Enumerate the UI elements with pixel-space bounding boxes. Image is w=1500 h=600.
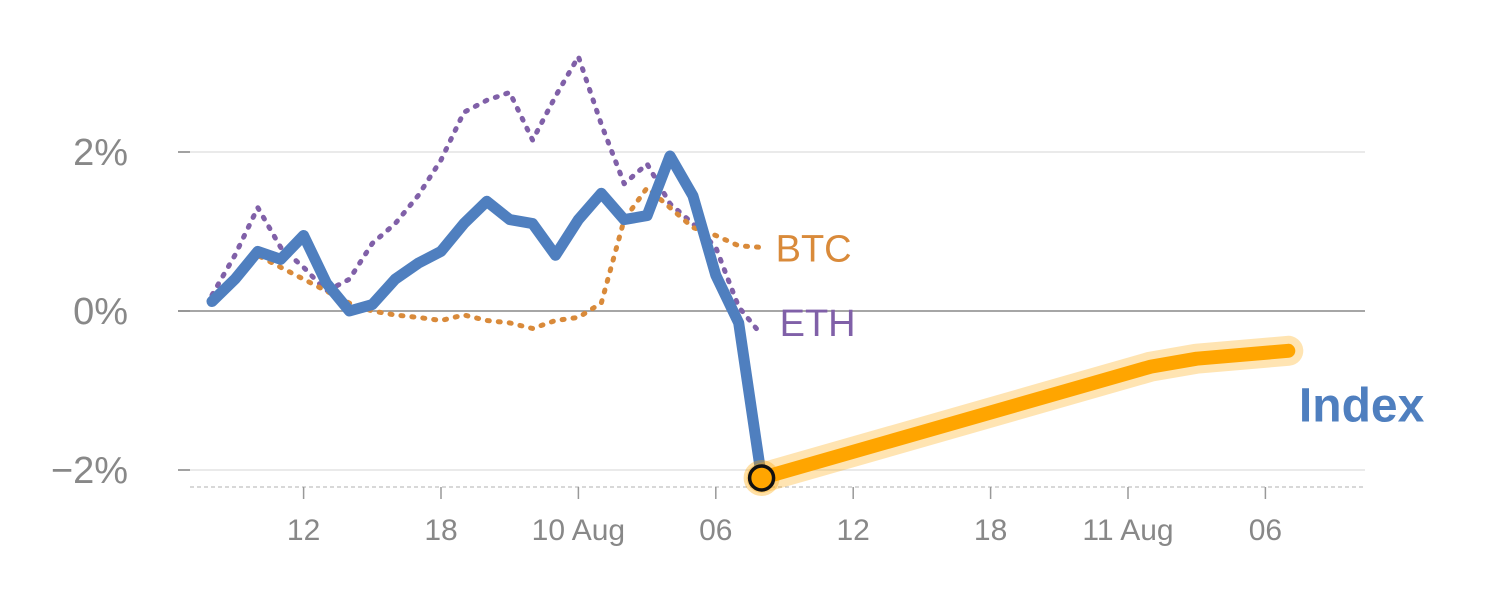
x-tick-label: 06 bbox=[699, 514, 732, 547]
x-tick-label: 12 bbox=[287, 514, 320, 547]
x-tick-label: 18 bbox=[974, 514, 1007, 547]
series-label-index: Index bbox=[1299, 379, 1425, 432]
y-tick-label: 0% bbox=[73, 291, 128, 333]
y-tick-label: 2% bbox=[73, 132, 128, 174]
endpoint-marker bbox=[747, 464, 776, 492]
y-tick-label: −2% bbox=[51, 450, 128, 492]
x-tick-label: 18 bbox=[424, 514, 457, 547]
series-lines bbox=[206, 54, 1304, 493]
x-tick-label: 06 bbox=[1249, 514, 1282, 547]
x-tick-label: 10 Aug bbox=[532, 514, 625, 547]
series-line-eth bbox=[209, 54, 765, 338]
series-line-btc bbox=[209, 185, 765, 331]
x-tick-label: 12 bbox=[837, 514, 870, 547]
labels: BTC ETH Index bbox=[776, 228, 1425, 432]
series-line-index-highlight bbox=[754, 343, 1296, 485]
axes: 2% 0% −2% 12 18 10 Aug 06 12 18 11 Aug 06 bbox=[51, 132, 1365, 547]
markers bbox=[743, 459, 780, 496]
series-line-index bbox=[206, 150, 768, 484]
series-label-btc: BTC bbox=[776, 228, 852, 270]
series-label-eth: ETH bbox=[780, 303, 856, 345]
x-tick-label: 11 Aug bbox=[1082, 514, 1173, 547]
